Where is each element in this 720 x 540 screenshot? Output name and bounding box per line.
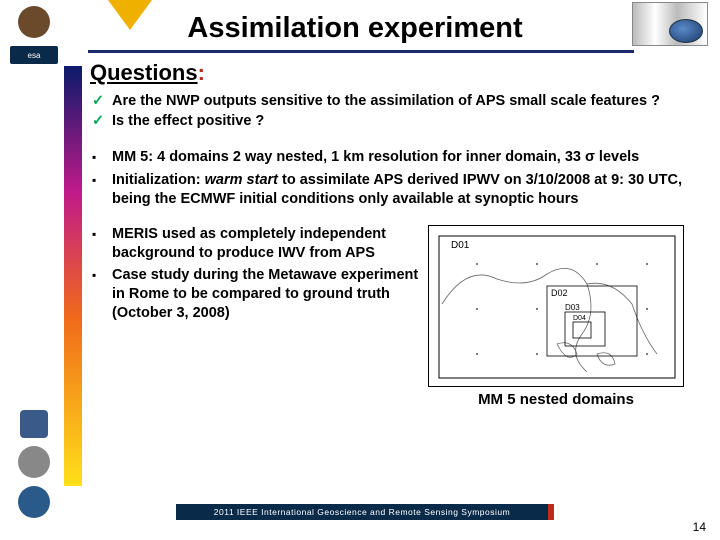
globe-icon [669, 19, 703, 43]
map-label-d02: D02 [551, 288, 568, 298]
questions-heading-text: Questions [90, 60, 198, 85]
slide-title: Assimilation experiment [90, 12, 620, 45]
study-item: MERIS used as completely independent bac… [112, 225, 420, 263]
setup-list: MM 5: 4 domains 2 way nested, 1 km resol… [90, 148, 702, 209]
logo-5 [18, 486, 50, 518]
question-item: Is the effect positive ? [112, 112, 702, 130]
map-label-d04: D04 [573, 315, 586, 322]
setup-text: levels [595, 149, 639, 165]
study-item: Case study during the Metawave experimen… [112, 266, 420, 323]
map-label-d01: D01 [451, 240, 470, 251]
setup-item: MM 5: 4 domains 2 way nested, 1 km resol… [112, 148, 702, 167]
study-list: MERIS used as completely independent bac… [90, 225, 420, 323]
map-caption: MM 5 nested domains [428, 391, 684, 408]
map-frame: D01 D02 D03 D04 [428, 225, 684, 387]
questions-list: Are the NWP outputs sensitive to the ass… [90, 92, 702, 130]
map-box: D01 D02 D03 D04 MM 5 nested domains [428, 225, 684, 408]
logo-4 [18, 446, 50, 478]
study-text-col: MERIS used as completely independent bac… [90, 225, 420, 408]
study-row: MERIS used as completely independent bac… [90, 225, 702, 408]
question-item: Are the NWP outputs sensitive to the ass… [112, 92, 702, 110]
questions-heading-colon: : [198, 60, 205, 85]
footer-stripe [548, 504, 554, 520]
sigma-symbol: σ [585, 149, 595, 165]
setup-text: Initialization: [112, 172, 205, 188]
map-label-d03: D03 [565, 303, 580, 312]
footer-banner: 2011 IEEE International Geoscience and R… [176, 504, 548, 520]
slide-number: 14 [693, 520, 706, 534]
logo-esa: esa [10, 46, 58, 64]
logo-1 [18, 6, 50, 38]
gradient-sidebar [64, 66, 82, 486]
questions-heading: Questions: [90, 60, 702, 86]
setup-emph: warm start [205, 172, 278, 188]
content-area: Questions: Are the NWP outputs sensitive… [90, 60, 702, 408]
map-svg: D01 D02 D03 D04 [437, 234, 677, 380]
setup-item: Initialization: warm start to assimilate… [112, 171, 702, 209]
title-underline [88, 50, 634, 53]
top-right-logos [632, 2, 708, 46]
setup-text: MM 5: 4 domains 2 way nested, 1 km resol… [112, 149, 585, 165]
logo-3 [20, 410, 48, 438]
logo-column: esa [14, 6, 54, 518]
